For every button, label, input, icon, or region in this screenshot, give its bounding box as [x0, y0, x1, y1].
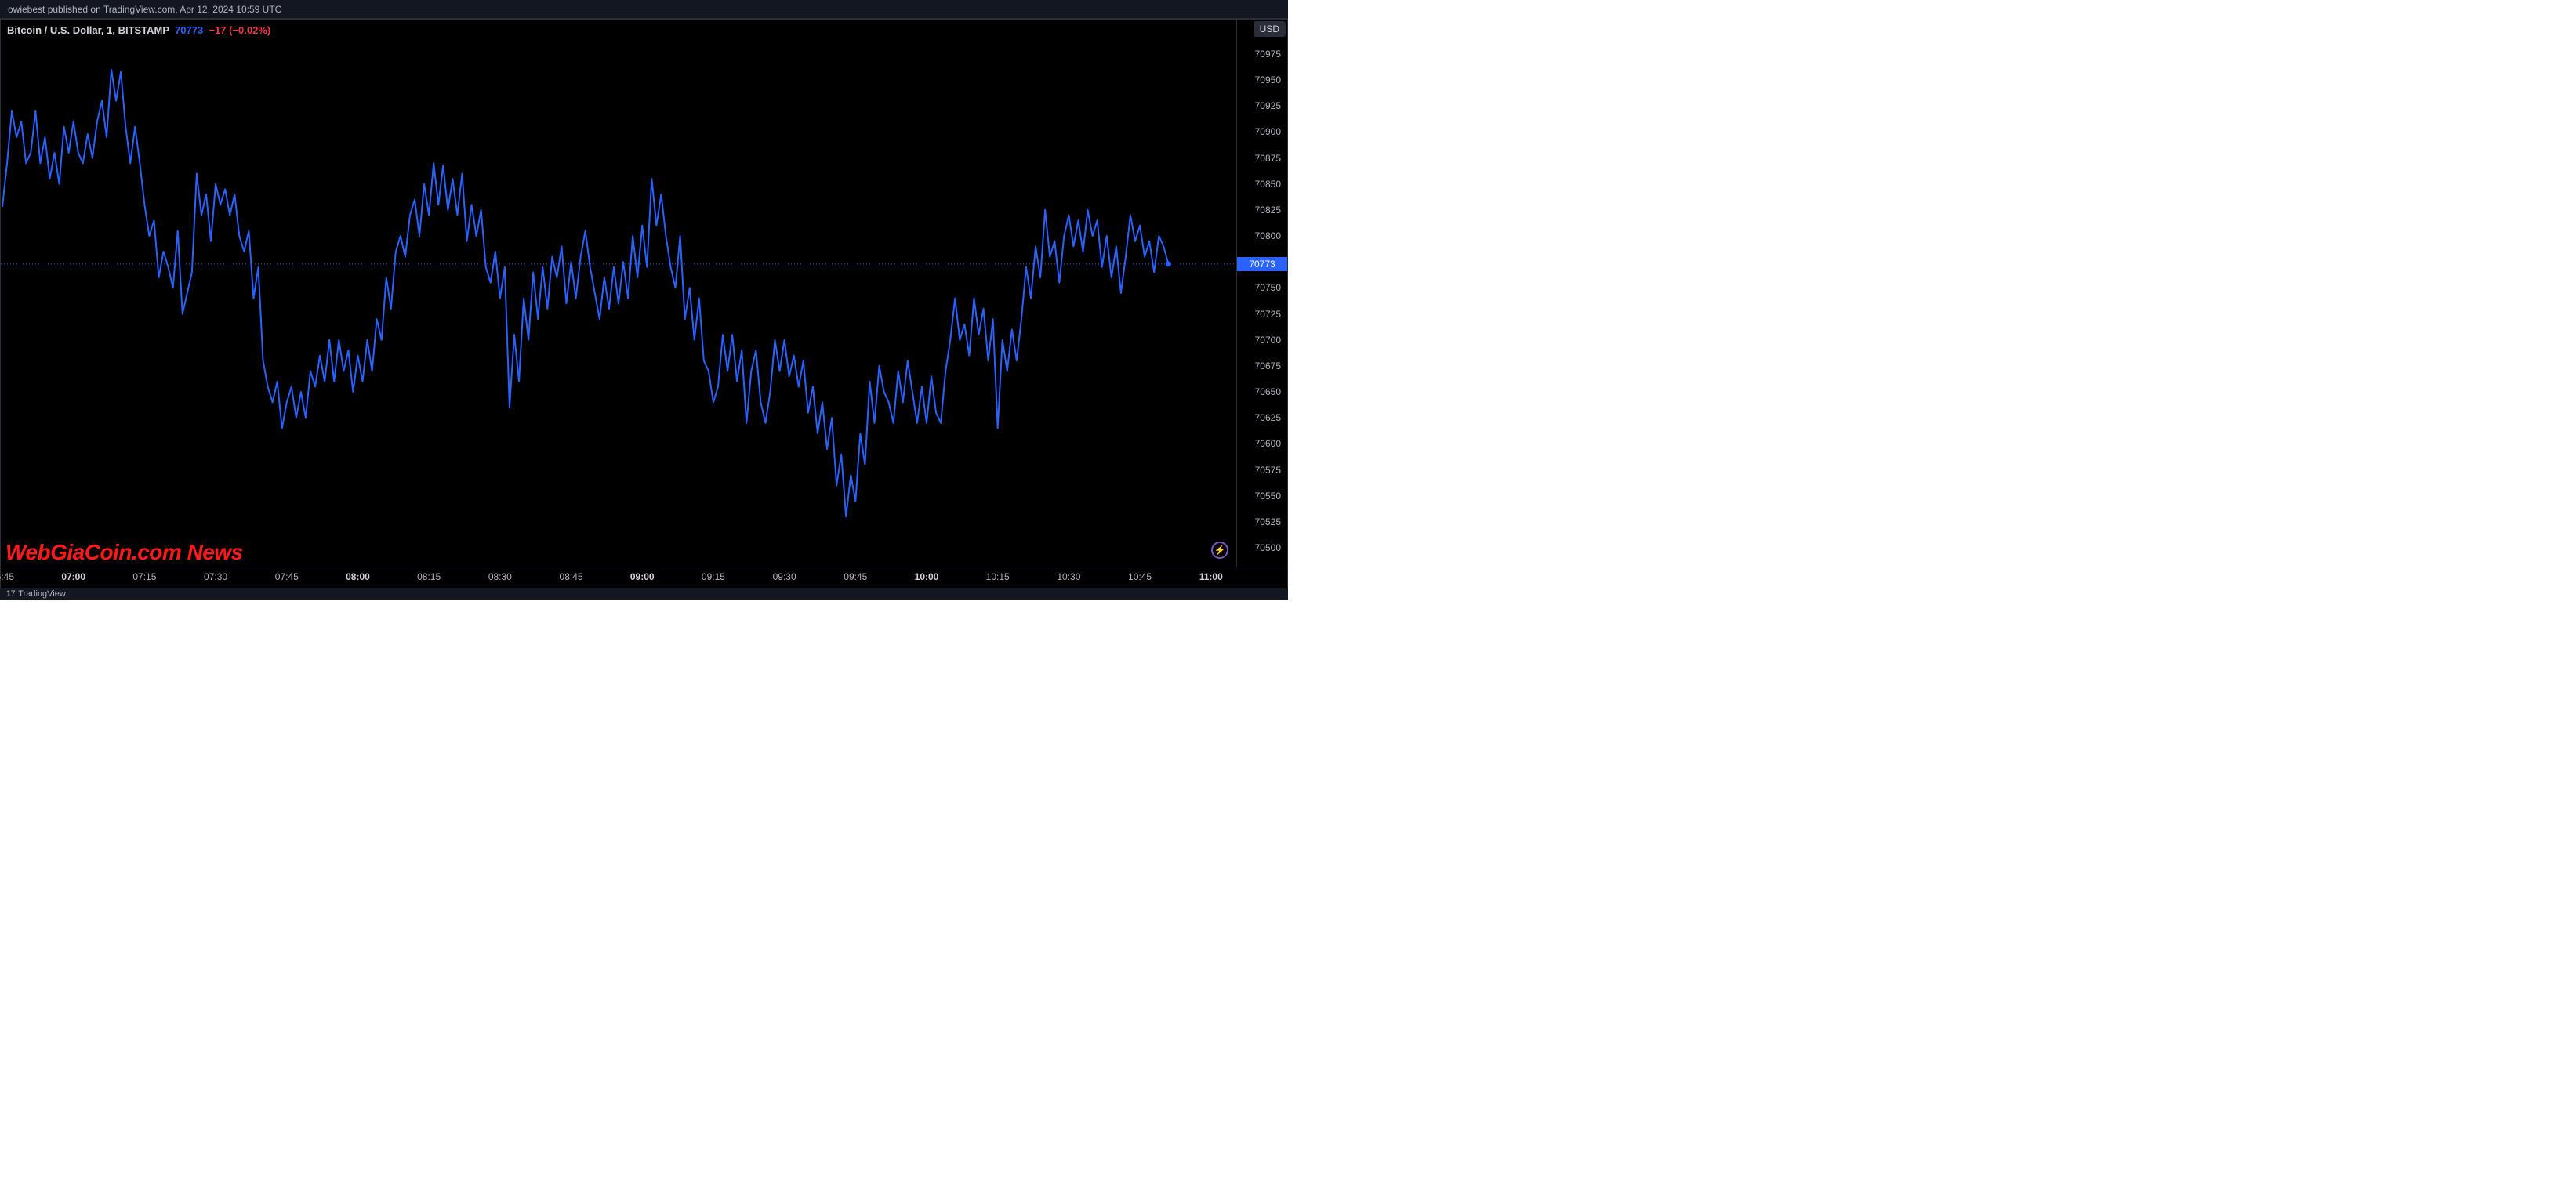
x-tick-label: 07:45: [275, 571, 299, 582]
x-tick-label: 08:45: [560, 571, 583, 582]
y-tick-label: 70550: [1255, 491, 1281, 502]
chart-frame: owiebest published on TradingView.com, A…: [0, 0, 1288, 600]
chart-plot-area[interactable]: Bitcoin / U.S. Dollar, 1, BITSTAMP 70773…: [0, 19, 1237, 567]
x-tick-label: 08:00: [346, 571, 370, 582]
y-tick-label: 70875: [1255, 153, 1281, 164]
y-tick-label: 70800: [1255, 230, 1281, 241]
time-axis[interactable]: 06:45 07:00 07:15 07:30 07:45 08:00 08:15 08:30…: [0, 567, 1288, 588]
last-price-tag: 70773: [1237, 257, 1287, 271]
x-tick-label: 11:00: [1199, 571, 1223, 582]
publish-info-bar: owiebest published on TradingView.com, A…: [0, 0, 1288, 19]
y-tick-label: 70750: [1255, 282, 1281, 293]
footer-bar: 17 TradingView: [0, 588, 1288, 600]
x-tick-label: 08:15: [417, 571, 441, 582]
x-tick-label: 07:30: [204, 571, 227, 582]
y-tick-label: 70850: [1255, 179, 1281, 190]
y-tick-label: 70500: [1255, 542, 1281, 553]
tradingview-label: TradingView: [18, 589, 66, 599]
y-tick-label: 70675: [1255, 360, 1281, 371]
chart-main: Bitcoin / U.S. Dollar, 1, BITSTAMP 70773…: [0, 19, 1288, 567]
x-tick-label: 09:00: [630, 571, 655, 582]
tradingview-logo-icon: 17: [6, 589, 15, 599]
x-tick-label: 06:45: [0, 571, 14, 582]
symbol-legend: Bitcoin / U.S. Dollar, 1, BITSTAMP 70773…: [7, 24, 270, 36]
y-tick-label: 70975: [1255, 49, 1281, 60]
y-tick-label: 70950: [1255, 74, 1281, 85]
price-line-svg: [1, 20, 1236, 567]
x-tick-label: 09:30: [773, 571, 796, 582]
y-tick-label: 70900: [1255, 126, 1281, 137]
x-tick-label: 07:00: [61, 571, 85, 582]
x-tick-label: 10:45: [1128, 571, 1152, 582]
price-change: −17 (−0.02%): [209, 24, 270, 36]
x-tick-label: 09:15: [702, 571, 725, 582]
flash-mode-icon[interactable]: ⚡: [1211, 542, 1228, 559]
y-tick-label: 70825: [1255, 205, 1281, 216]
y-tick-label: 70725: [1255, 309, 1281, 320]
x-tick-label: 07:15: [132, 571, 156, 582]
publish-text: owiebest published on TradingView.com, A…: [8, 4, 281, 15]
y-tick-label: 70600: [1255, 438, 1281, 449]
currency-badge[interactable]: USD: [1254, 21, 1286, 37]
x-tick-label: 08:30: [488, 571, 512, 582]
x-tick-label: 10:30: [1057, 571, 1080, 582]
symbol-name: Bitcoin / U.S. Dollar, 1, BITSTAMP: [7, 24, 169, 36]
price-axis[interactable]: USD 70500 70525 70550 70575 70600 70625 70650 7…: [1237, 19, 1288, 567]
x-tick-label: 10:15: [986, 571, 1010, 582]
y-tick-label: 70925: [1255, 100, 1281, 111]
x-tick-label: 10:00: [915, 571, 939, 582]
y-tick-label: 70625: [1255, 412, 1281, 423]
y-tick-label: 70650: [1255, 386, 1281, 397]
y-tick-label: 70700: [1255, 335, 1281, 346]
last-price: 70773: [175, 24, 203, 36]
y-tick-label: 70575: [1255, 465, 1281, 476]
y-tick-label: 70525: [1255, 516, 1281, 527]
x-tick-label: 09:45: [844, 571, 867, 582]
